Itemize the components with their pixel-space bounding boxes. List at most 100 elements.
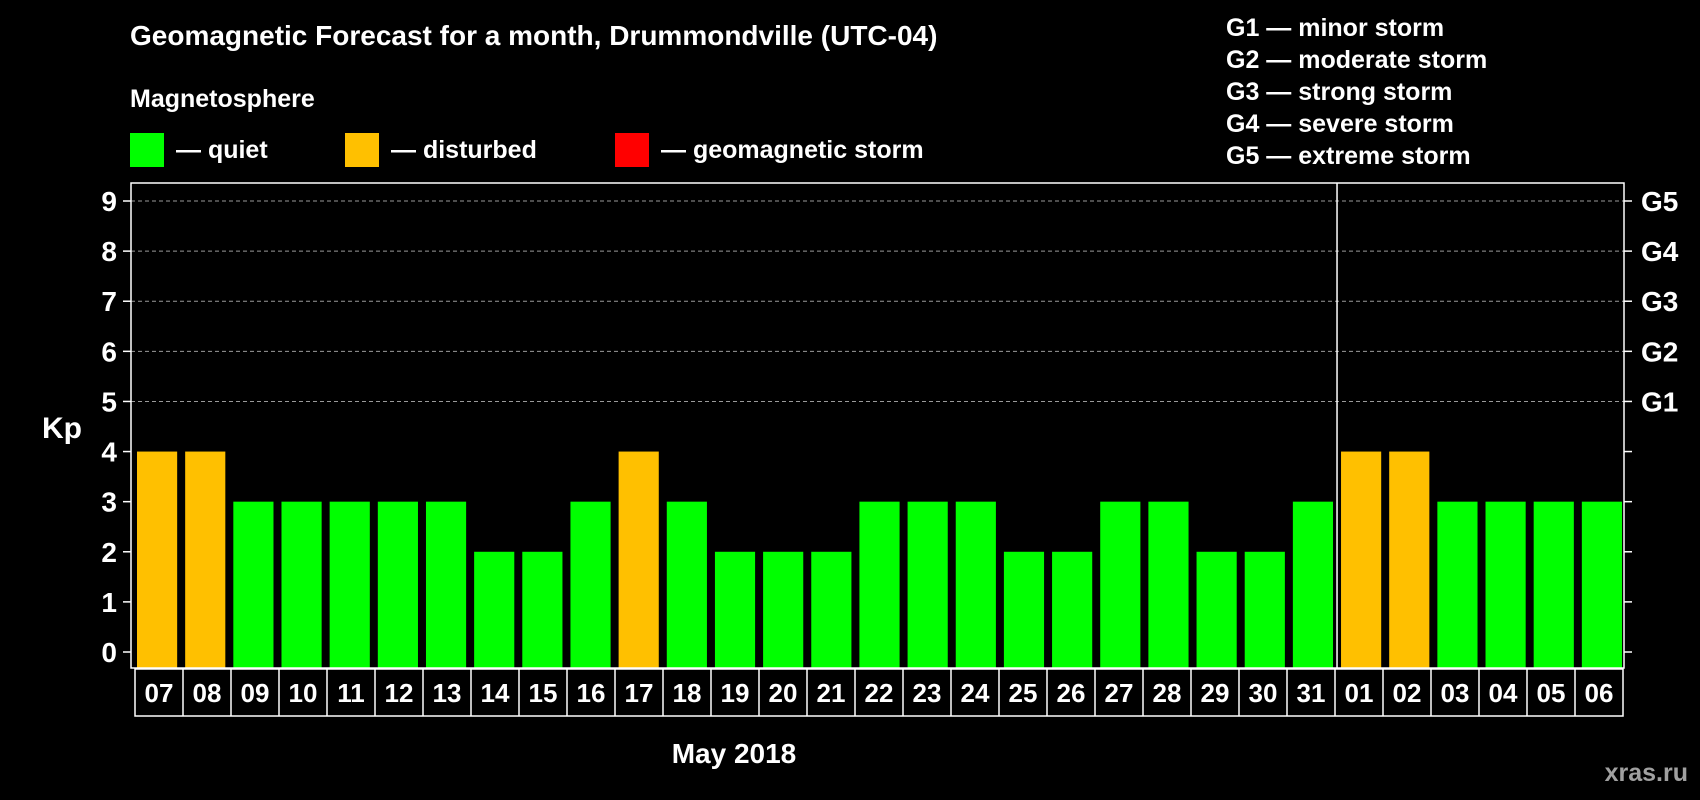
bar-14: [474, 551, 515, 668]
bar-18: [666, 501, 707, 668]
y-tick-label-0: 0: [101, 637, 117, 668]
chart-title: Geomagnetic Forecast for a month, Drummo…: [130, 20, 938, 51]
legend-storm: — geomagnetic storm: [615, 133, 924, 167]
g-axis-label-G5: G5: [1641, 186, 1678, 217]
y-tick-label-5: 5: [101, 386, 117, 417]
legend-disturbed-label: — disturbed: [391, 135, 537, 164]
x-tick-label-28: 28: [1153, 678, 1182, 708]
g-scale-g1: G1 — minor storm: [1226, 14, 1445, 42]
bar-25: [1003, 551, 1045, 668]
g-axis-label-G3: G3: [1641, 286, 1678, 317]
x-tick-label-31: 31: [1297, 678, 1326, 708]
bar-02: [1389, 451, 1430, 668]
bar-31: [1292, 501, 1334, 668]
g-axis-label-G2: G2: [1641, 336, 1678, 367]
x-tick-label-09: 09: [241, 678, 270, 708]
watermark: xras.ru: [1604, 759, 1688, 787]
x-tick-label-02: 02: [1393, 678, 1422, 708]
bar-05: [1533, 501, 1574, 668]
x-tick-label-24: 24: [961, 678, 990, 708]
bar-01: [1341, 451, 1382, 668]
y-tick-label-2: 2: [101, 537, 117, 568]
bar-29: [1196, 551, 1237, 668]
x-tick-label-14: 14: [481, 678, 510, 708]
legend-quiet: — quiet: [130, 133, 268, 167]
x-tick-label-03: 03: [1441, 678, 1470, 708]
x-axis-label: May 2018: [672, 738, 797, 769]
x-tick-label-15: 15: [529, 678, 558, 708]
x-axis-box: [134, 668, 1624, 717]
y-tick-label-3: 3: [101, 487, 117, 518]
x-tick-label-13: 13: [433, 678, 462, 708]
bar-17: [618, 451, 659, 668]
x-tick-label-20: 20: [769, 678, 798, 708]
bar-13: [425, 501, 467, 668]
bar-26: [1052, 551, 1093, 668]
y-tick-label-9: 9: [101, 186, 117, 217]
y-tick-label-8: 8: [101, 236, 117, 267]
x-tick-label-11: 11: [337, 678, 365, 708]
x-tick-label-05: 05: [1537, 678, 1566, 708]
plot-frame: [130, 182, 1625, 669]
g-scale-g3: G3 — strong storm: [1226, 78, 1453, 106]
g-scale-g5: G5 — extreme storm: [1226, 142, 1471, 170]
y-axis-label: Kp: [42, 412, 82, 445]
y-tick-label-6: 6: [101, 336, 117, 367]
bar-24: [955, 501, 996, 668]
bar-10: [281, 501, 322, 668]
bar-16: [570, 501, 611, 668]
bar-28: [1148, 501, 1189, 668]
legend-storm-label: — geomagnetic storm: [661, 135, 924, 164]
x-tick-label-08: 08: [193, 678, 222, 708]
legend-storm-swatch: [615, 133, 649, 167]
bar-04: [1485, 501, 1526, 668]
legend-quiet-label: — quiet: [176, 135, 268, 164]
bar-20: [763, 551, 804, 668]
bar-21: [811, 551, 852, 668]
bar-07: [137, 451, 178, 668]
legend-disturbed-swatch: [345, 133, 379, 167]
x-tick-label-19: 19: [721, 678, 750, 708]
x-tick-label-12: 12: [385, 678, 414, 708]
g-scale-legend: G1 — minor storm G2 — moderate storm G3 …: [1226, 12, 1487, 172]
x-tick-label-04: 04: [1489, 678, 1518, 708]
bar-03: [1437, 501, 1478, 668]
bar-15: [522, 551, 563, 668]
x-tick-label-30: 30: [1249, 678, 1278, 708]
g-axis-label-G1: G1: [1641, 386, 1678, 417]
x-tick-label-29: 29: [1201, 678, 1230, 708]
x-tick-label-17: 17: [625, 678, 654, 708]
bar-30: [1244, 551, 1285, 668]
bar-27: [1100, 501, 1141, 668]
x-tick-label-10: 10: [289, 678, 318, 708]
legend-quiet-swatch: [130, 133, 164, 167]
x-tick-label-18: 18: [673, 678, 702, 708]
y-tick-label-1: 1: [101, 587, 117, 618]
legend-disturbed: — disturbed: [345, 133, 537, 167]
y-tick-label-7: 7: [101, 286, 117, 317]
x-tick-label-07: 07: [145, 678, 174, 708]
bar-08: [185, 451, 226, 668]
bar-12: [377, 501, 418, 668]
x-tick-label-27: 27: [1105, 678, 1134, 708]
bar-22: [859, 501, 900, 668]
bar-19: [714, 551, 756, 668]
g-axis-label-G4: G4: [1641, 236, 1679, 267]
bar-09: [233, 501, 274, 668]
x-tick-label-06: 06: [1585, 678, 1614, 708]
x-tick-label-21: 21: [817, 678, 846, 708]
magnetosphere-label: Magnetosphere: [130, 85, 315, 113]
bar-06: [1581, 501, 1622, 668]
bar-23: [907, 501, 948, 668]
x-tick-label-25: 25: [1009, 678, 1038, 708]
g-scale-g4: G4 — severe storm: [1226, 110, 1454, 138]
x-tick-label-01: 01: [1345, 678, 1374, 708]
x-tick-label-16: 16: [577, 678, 606, 708]
bar-11: [329, 501, 370, 668]
x-tick-label-22: 22: [865, 678, 894, 708]
x-tick-label-26: 26: [1057, 678, 1086, 708]
g-scale-g2: G2 — moderate storm: [1226, 46, 1488, 74]
x-tick-label-23: 23: [913, 678, 942, 708]
y-tick-label-4: 4: [101, 437, 117, 468]
